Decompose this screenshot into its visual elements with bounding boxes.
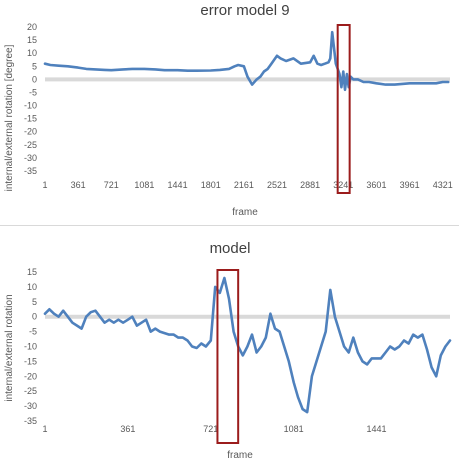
chart-top-y-tick-label: 15 bbox=[27, 35, 37, 45]
chart-bottom-x-tick-label: 721 bbox=[203, 424, 218, 434]
chart-top-x-tick-label: 2881 bbox=[300, 180, 320, 190]
chart-top-ylabel: internal/external rotation [degree] bbox=[4, 44, 15, 191]
chart-bottom-x-tick-label: 1 bbox=[42, 424, 47, 434]
chart-top-x-tick-label: 721 bbox=[104, 180, 119, 190]
chart-top-plot-area bbox=[43, 24, 450, 194]
chart-bottom-y-tick-label: -35 bbox=[24, 416, 37, 426]
chart-bottom-y-tick-label: -10 bbox=[24, 342, 37, 352]
chart-bottom-plot-area bbox=[43, 269, 452, 444]
chart-bottom-y-tick-label: -20 bbox=[24, 371, 37, 381]
chart-bottom-y-tick-label: -30 bbox=[24, 401, 37, 411]
chart-divider bbox=[0, 225, 459, 226]
chart-bottom-y-tick-label: 15 bbox=[27, 267, 37, 277]
chart-top-x-tick-label: 4321 bbox=[433, 180, 453, 190]
chart-top-x-ticks: 1 361 721 1081 1441 1801 2161 2521 2881 3241 3601 3… bbox=[42, 180, 452, 190]
chart-top: error model 9 frame internal/external ro… bbox=[4, 2, 453, 218]
chart-bottom-x-tick-label: 1081 bbox=[284, 424, 304, 434]
chart-bottom-y-ticks: 15 10 5 0 -5 -10 -15 -20 -25 -30 -35 bbox=[24, 267, 37, 426]
chart-bottom-x-tick-label: 1441 bbox=[367, 424, 387, 434]
chart-top-x-tick-label: 1 bbox=[42, 180, 47, 190]
chart-top-highlight-box bbox=[336, 24, 351, 194]
chart-top-x-tick-label: 1441 bbox=[168, 180, 188, 190]
chart-top-y-tick-label: -15 bbox=[24, 114, 37, 124]
chart-top-y-tick-label: -25 bbox=[24, 140, 37, 150]
chart-top-x-tick-label: 2161 bbox=[234, 180, 254, 190]
chart-top-y-tick-label: -35 bbox=[24, 166, 37, 176]
chart-top-xlabel: frame bbox=[232, 207, 258, 218]
chart-bottom-ylabel: internal/external rotation bbox=[4, 294, 15, 401]
chart-top-y-tick-label: -30 bbox=[24, 153, 37, 163]
chart-bottom-x-ticks: 1 361 721 1081 1441 bbox=[42, 424, 386, 434]
chart-bottom-y-tick-label: -15 bbox=[24, 356, 37, 366]
chart-bottom-y-tick-label: 0 bbox=[32, 312, 37, 322]
chart-top-y-tick-label: 5 bbox=[32, 61, 37, 71]
chart-bottom-y-tick-label: 5 bbox=[32, 297, 37, 307]
chart-top-x-tick-label: 1081 bbox=[134, 180, 154, 190]
chart-bottom-title: model bbox=[210, 240, 251, 257]
chart-bottom-y-tick-label: -25 bbox=[24, 386, 37, 396]
chart-top-series-line bbox=[43, 30, 450, 92]
chart-bottom: model frame internal/external rotation 1… bbox=[4, 240, 452, 461]
chart-bottom-x-tick-label: 361 bbox=[120, 424, 135, 434]
chart-top-y-tick-label: -20 bbox=[24, 127, 37, 137]
chart-top-x-tick-label: 361 bbox=[71, 180, 86, 190]
chart-top-y-tick-label: -5 bbox=[29, 87, 37, 97]
chart-top-x-tick-label: 1801 bbox=[201, 180, 221, 190]
chart-bottom-highlight-box bbox=[216, 269, 240, 444]
chart-top-y-tick-label: 20 bbox=[27, 22, 37, 32]
chart-top-x-tick-label: 3961 bbox=[400, 180, 420, 190]
chart-top-x-tick-label: 3241 bbox=[333, 180, 353, 190]
chart-bottom-y-tick-label: 10 bbox=[27, 282, 37, 292]
chart-top-x-tick-label: 2521 bbox=[267, 180, 287, 190]
chart-top-y-tick-label: 10 bbox=[27, 48, 37, 58]
chart-bottom-y-tick-label: -5 bbox=[29, 327, 37, 337]
chart-top-y-ticks: 20 15 10 5 0 -5 -10 -15 -20 -25 -30 -35 bbox=[24, 22, 37, 176]
chart-top-y-tick-label: 0 bbox=[32, 74, 37, 84]
chart-top-x-tick-label: 3601 bbox=[366, 180, 386, 190]
chart-bottom-series-line bbox=[43, 276, 452, 414]
chart-top-y-tick-label: -10 bbox=[24, 101, 37, 111]
chart-bottom-xlabel: frame bbox=[227, 450, 253, 461]
chart-top-title: error model 9 bbox=[200, 2, 289, 19]
